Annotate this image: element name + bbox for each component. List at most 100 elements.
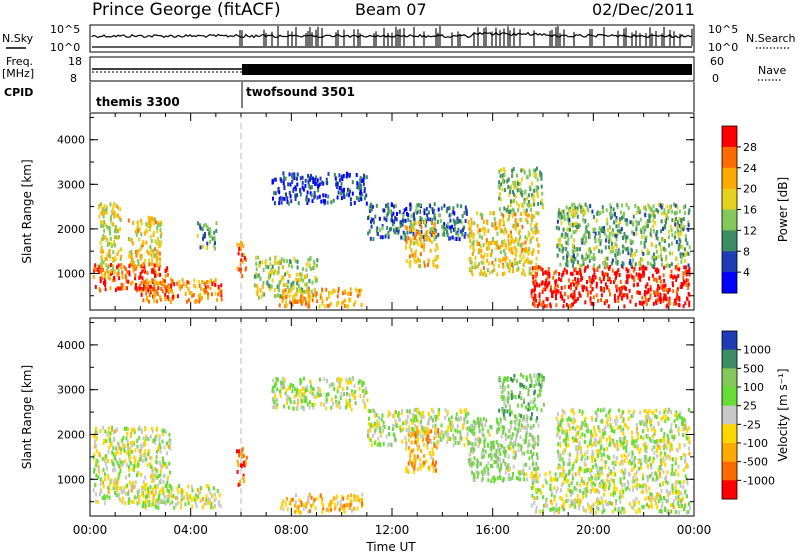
velocity-region-5: [367, 407, 470, 448]
colorbar-swatch: [722, 480, 737, 500]
power-region-10: [404, 220, 440, 269]
freq-tick-low: 8: [70, 72, 77, 85]
colorbar-swatch: [722, 461, 737, 481]
nsky-tick-high: 10^5: [50, 23, 80, 36]
colorbar-swatch: [722, 230, 737, 252]
colorbar-tick-label: 1000: [743, 344, 771, 357]
colorbar-swatch: [722, 387, 737, 407]
colorbar-swatch: [722, 126, 737, 148]
velocity-region-6: [405, 425, 440, 475]
time-axis: 00:00 04:00 08:00 12:00 16:00 20:00 00:00: [73, 523, 712, 537]
colorbar-swatch: [722, 443, 737, 463]
colorbar-tick-label: 12: [743, 224, 757, 237]
x-tick-label: 04:00: [173, 523, 208, 537]
power-region-7: [278, 287, 363, 309]
colorbar-tick-label: -25: [743, 418, 761, 431]
colorbar-tick-label: -100: [743, 437, 768, 450]
velocity-heatmap-panel: 4000 3000 2000 1000 Slant Range [km]: [20, 317, 695, 517]
y-axis-title: Slant Range [km]: [20, 365, 34, 469]
nsky-panel: N.Sky 10^5 10^0 10^5 10^0 N.Search: [2, 23, 796, 54]
x-tick-label: 16:00: [475, 523, 510, 537]
cpid-panel: CPID themis 3300 twofsound 3501: [4, 82, 695, 112]
cpid-segment-twofsound: twofsound 3501: [246, 85, 355, 99]
colorbar-swatch: [722, 146, 737, 169]
colorbar-tick-label: -500: [743, 456, 768, 469]
y-tick-label: 1000: [57, 267, 85, 280]
colorbar-title: Velocity [m s⁻¹]: [776, 368, 790, 461]
nave-tick-high: 60: [710, 55, 724, 68]
colorbar-tick-label: 28: [743, 141, 757, 154]
station-title: Prince George (fitACF): [92, 0, 281, 20]
freq-panel: Freq. [MHz] 18 8 60 0 Nave: [2, 55, 786, 85]
colorbar-swatch: [722, 251, 737, 273]
colorbar-swatch: [722, 272, 737, 294]
beam-title: Beam 07: [355, 0, 427, 19]
y-tick-label: 3000: [57, 178, 85, 191]
power-region-14: [555, 202, 691, 269]
colorbar-tick-label: 16: [743, 204, 757, 217]
velocity-region-10: [555, 407, 691, 475]
x-tick-label: 00:00: [677, 523, 712, 537]
nave-tick-low: 0: [712, 72, 719, 85]
nsky-tick-low: 10^0: [50, 41, 80, 54]
power-region-5: [236, 240, 248, 279]
y-tick-label: 3000: [57, 384, 85, 397]
colorbar-tick-label: 20: [743, 183, 757, 196]
y-tick-label: 4000: [57, 339, 85, 352]
power-region-13: [530, 264, 691, 309]
colorbar-tick-label: 8: [743, 245, 750, 258]
colorbar-swatch: [722, 424, 737, 444]
velocity-region-9: [530, 470, 691, 515]
colorbar-swatch: [722, 331, 737, 351]
nsky-spikes: [239, 26, 693, 46]
freq-label: Freq.: [6, 55, 33, 68]
y-tick-label: 2000: [57, 428, 85, 441]
velocity-cells: [92, 372, 691, 515]
power-region-4: [196, 221, 218, 251]
colorbar-swatch: [722, 368, 737, 388]
cpid-label: CPID: [4, 86, 33, 99]
colorbar-tick-label: 500: [743, 362, 764, 375]
colorbar-swatch: [722, 188, 737, 211]
y-tick-label: 2000: [57, 223, 85, 236]
nsearch-tick-high: 10^5: [708, 23, 738, 36]
date-title: 02/Dec/2011: [592, 0, 695, 19]
nsearch-tick-low: 10^0: [708, 41, 738, 54]
velocity-region-8: [498, 372, 545, 421]
power-region-3: [140, 278, 223, 305]
cpid-segment-themis: themis 3300: [96, 95, 180, 109]
nsearch-label: N.Search: [746, 32, 796, 45]
power-region-11: [467, 211, 540, 278]
colorbar-tick-label: 25: [743, 400, 757, 413]
power-region-8: [271, 171, 368, 206]
x-tick-label: 12:00: [375, 523, 410, 537]
nave-block-twofsound: [242, 64, 692, 75]
velocity-region-4: [271, 376, 369, 412]
nsky-label: N.Sky: [2, 32, 34, 45]
colorbar-tick-label: 100: [743, 381, 764, 394]
colorbar-swatch: [722, 349, 737, 369]
power-cells: [92, 166, 691, 309]
y-tick-label: 4000: [57, 134, 85, 147]
y-tick-label: 1000: [57, 473, 85, 486]
colorbar-tick-label: 24: [743, 162, 757, 175]
x-tick-label: 20:00: [576, 523, 611, 537]
colorbar-title: Power [dB]: [776, 177, 790, 242]
power-heatmap-panel: 4000 3000 2000 1000 Slant Range [km]: [20, 112, 695, 311]
power-colorbar: 28 24 20 16 12 8 4 Power [dB]: [721, 125, 790, 294]
power-region-12: [497, 166, 544, 215]
velocity-region-3: [279, 492, 364, 515]
power-region-1: [97, 202, 123, 278]
colorbar-tick-label: -1000: [743, 474, 775, 487]
x-axis-title: Time UT: [365, 540, 416, 554]
power-region-9: [367, 202, 470, 242]
x-tick-label: 00:00: [73, 523, 108, 537]
velocity-region-2: [236, 447, 248, 487]
colorbar-swatch: [722, 167, 737, 190]
x-tick-label: 08:00: [274, 523, 309, 537]
nave-label: Nave: [758, 64, 786, 77]
colorbar-swatch: [722, 209, 737, 231]
velocity-region-7: [467, 416, 540, 484]
